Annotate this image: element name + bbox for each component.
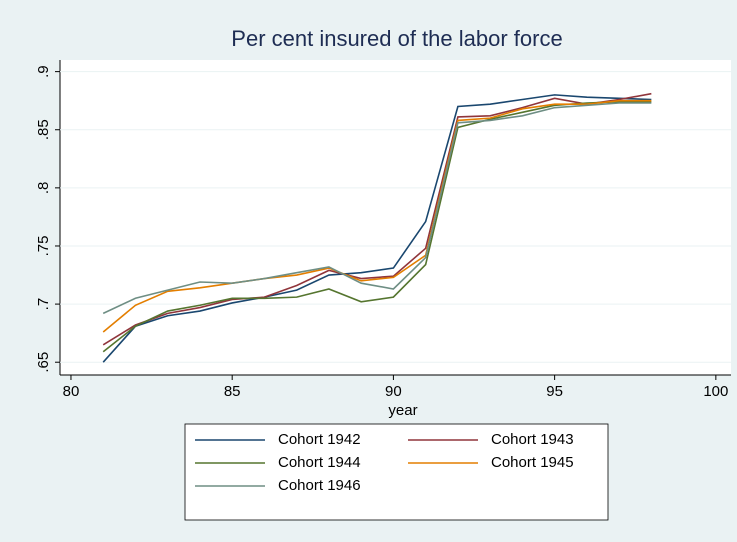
series-line (102, 92, 652, 346)
legend-label: Cohort 1946 (278, 477, 361, 494)
x-tick-label: 80 (63, 383, 80, 400)
y-tick-label: .65 (35, 352, 52, 373)
y-tick-label: .85 (35, 119, 52, 140)
legend-label: Cohort 1943 (491, 431, 574, 448)
x-tick-label: 95 (546, 383, 563, 400)
legend-label: Cohort 1942 (278, 431, 361, 448)
y-tick-label: .9 (35, 65, 52, 78)
y-tick-label: .7 (35, 298, 52, 311)
chart-title: Per cent insured of the labor force (231, 26, 562, 51)
x-tick-label: 85 (224, 383, 241, 400)
legend-label: Cohort 1945 (491, 454, 574, 471)
series-line (102, 94, 652, 363)
y-tick-label: .75 (35, 236, 52, 257)
x-tick-label: 100 (703, 383, 728, 400)
series-line (102, 102, 652, 315)
x-axis-label: year (388, 402, 417, 419)
plot-area (60, 60, 731, 375)
series-line (102, 99, 652, 333)
legend-label: Cohort 1944 (278, 454, 361, 471)
x-tick-label: 90 (385, 383, 402, 400)
y-tick-label: .8 (35, 182, 52, 195)
